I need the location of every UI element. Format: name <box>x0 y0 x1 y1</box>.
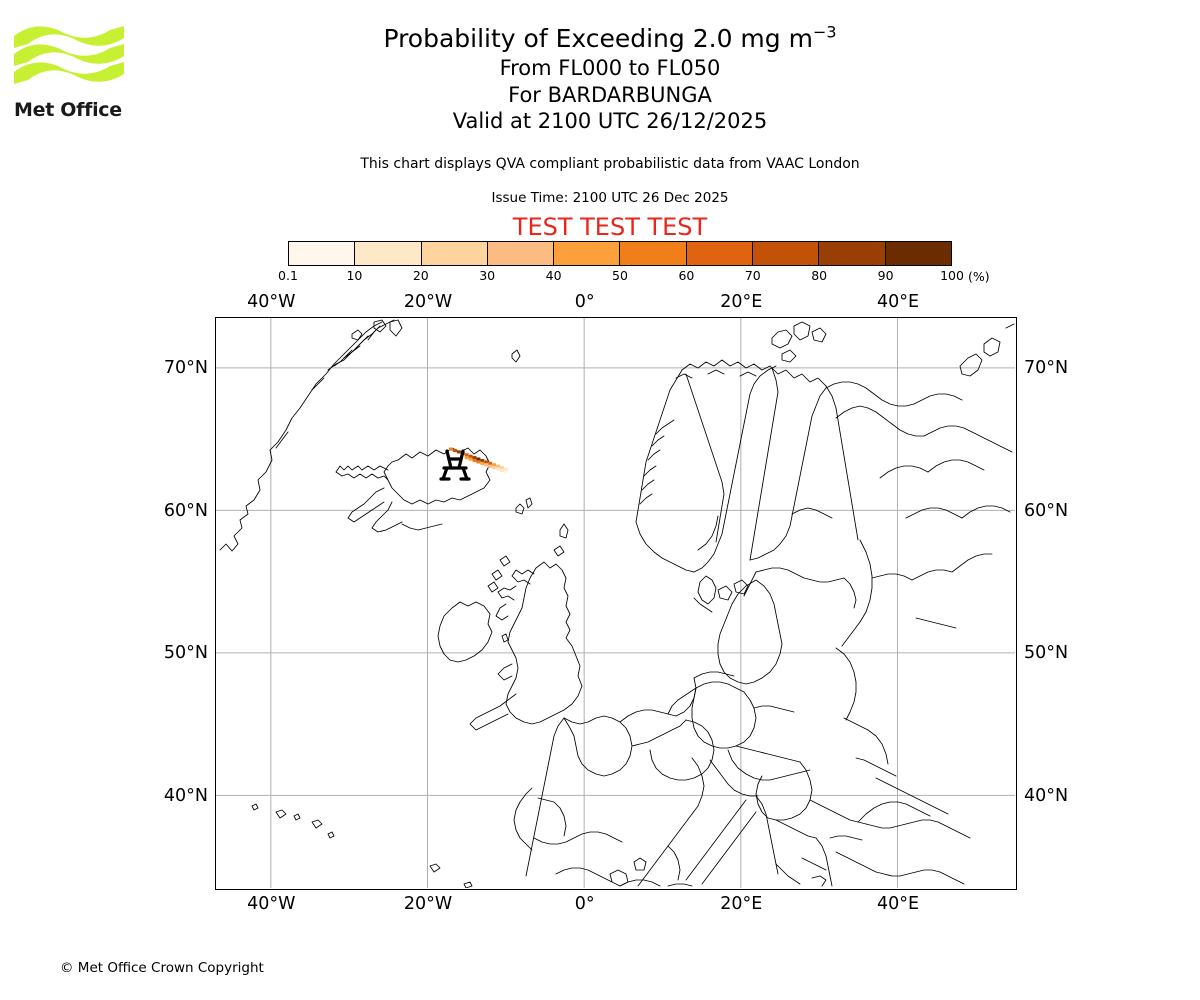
colorbar-band-7 <box>752 242 819 265</box>
colorbar-unit-label: (%) <box>968 269 990 284</box>
colorbar-tick-50: 50 <box>612 268 628 283</box>
lat-tick-left-40°N: 40°N <box>163 785 208 806</box>
colorbar-tick-70: 70 <box>744 268 761 283</box>
colorbar-band-5 <box>619 242 686 265</box>
volcano-marker-icon <box>439 449 471 481</box>
plume-cell-17 <box>488 464 493 468</box>
lon-tick-bottom-20°W: 20°W <box>403 894 453 914</box>
plume-cell-11 <box>476 460 481 464</box>
map-panel[interactable] <box>215 317 1017 890</box>
title-main-text: Probability of Exceeding 2.0 mg m <box>383 24 813 53</box>
page-title: Probability of Exceeding 2.0 mg m−3 <box>160 22 1060 55</box>
colorbar-tick-0.1: 0.1 <box>278 268 298 283</box>
title-valid-time: Valid at 2100 UTC 26/12/2025 <box>452 109 768 133</box>
lon-tick-bottom-0°: 0° <box>574 894 595 914</box>
colorbar-band-4 <box>553 242 620 265</box>
colorbar-bands <box>288 241 952 266</box>
coastlines-and-borders <box>219 319 1015 888</box>
colorbar-band-9 <box>884 242 951 265</box>
lon-tick-bottom-40°E: 40°E <box>876 894 920 914</box>
lon-tick-top-20°W: 20°W <box>403 292 453 312</box>
plume-cell-6 <box>468 454 473 458</box>
copyright-footer: © Met Office Crown Copyright <box>60 960 264 976</box>
plume-cell-14 <box>484 460 489 464</box>
lat-tick-right-40°N: 40°N <box>1024 785 1069 806</box>
met-office-wave-logo-icon <box>14 26 124 84</box>
colorbar-tick-30: 30 <box>479 268 496 283</box>
plume-cell-7 <box>468 457 473 461</box>
plume-cell-1 <box>452 448 457 453</box>
colorbar-tick-90: 90 <box>877 268 894 283</box>
test-banner: TEST TEST TEST <box>512 213 708 241</box>
plume-cell-2 <box>456 450 461 454</box>
lat-tick-left-60°N: 60°N <box>163 500 208 521</box>
lon-tick-top-40°E: 40°E <box>876 292 920 312</box>
plume-cell-23 <box>499 468 504 473</box>
plume-cell-4 <box>464 453 469 457</box>
colorbar-band-2 <box>420 242 487 265</box>
lon-tick-top-20°E: 20°E <box>720 292 763 312</box>
plume-cell-20 <box>496 464 500 468</box>
plume-cell-19 <box>492 466 497 470</box>
lat-tick-right-70°N: 70°N <box>1024 358 1069 379</box>
lon-tick-bottom-40°W: 40°W <box>247 894 296 914</box>
title-volcano-name: For BARDARBUNGA <box>508 82 712 107</box>
probability-colorbar <box>288 241 952 266</box>
plume-cell-9 <box>472 458 477 463</box>
plume-cell-13 <box>480 461 485 465</box>
lat-tick-left-50°N: 50°N <box>163 643 208 664</box>
colorbar-band-3 <box>486 242 554 265</box>
map-gridlines <box>216 318 1015 888</box>
lat-tick-right-50°N: 50°N <box>1024 643 1069 664</box>
colorbar-band-1 <box>354 242 421 265</box>
title-exponent: −3 <box>812 22 837 42</box>
colorbar-tick-10: 10 <box>346 268 363 283</box>
colorbar-band-6 <box>685 242 753 265</box>
plume-cell-16 <box>488 461 493 465</box>
plume-cell-0 <box>449 447 453 451</box>
map-canvas <box>216 318 1015 888</box>
colorbar-band-8 <box>818 242 885 265</box>
colorbar-tick-40: 40 <box>545 268 562 283</box>
plume-cell-24 <box>503 467 508 471</box>
lat-tick-left-70°N: 70°N <box>163 358 208 379</box>
plume-cell-12 <box>480 458 485 463</box>
qva-compliance-note: This chart displays QVA compliant probab… <box>360 156 860 172</box>
plume-cell-8 <box>472 456 477 460</box>
lon-tick-top-0°: 0° <box>574 292 595 312</box>
colorbar-tick-labels: 0.1 10 20 30 40 50 60 70 80 90 100 <box>278 268 964 286</box>
colorbar-tick-60: 60 <box>678 268 695 283</box>
title-flight-levels: From FL000 to FL050 <box>499 56 721 80</box>
plume-cell-5 <box>464 456 469 460</box>
lat-tick-right-60°N: 60°N <box>1024 500 1069 521</box>
colorbar-tick-20: 20 <box>412 268 429 283</box>
met-office-logo: Met Office <box>12 22 132 121</box>
plume-cell-10 <box>476 457 481 461</box>
plume-cell-22 <box>499 466 504 470</box>
lon-tick-top-40°W: 40°W <box>247 292 296 312</box>
ash-plume-cells <box>449 447 508 474</box>
chart-title-block: Probability of Exceeding 2.0 mg m−3 From… <box>160 22 1060 135</box>
met-office-wordmark: Met Office <box>14 99 122 121</box>
plume-cell-18 <box>492 463 497 467</box>
lon-tick-bottom-20°E: 20°E <box>720 894 763 914</box>
plume-cell-15 <box>484 463 489 467</box>
issue-time-label: Issue Time: 2100 UTC 26 Dec 2025 <box>491 190 729 206</box>
plume-cell-25 <box>503 470 508 474</box>
plume-cell-21 <box>496 467 500 471</box>
colorbar-tick-80: 80 <box>811 268 828 283</box>
colorbar-tick-100: 100 <box>940 268 964 283</box>
colorbar-band-0 <box>289 242 355 265</box>
